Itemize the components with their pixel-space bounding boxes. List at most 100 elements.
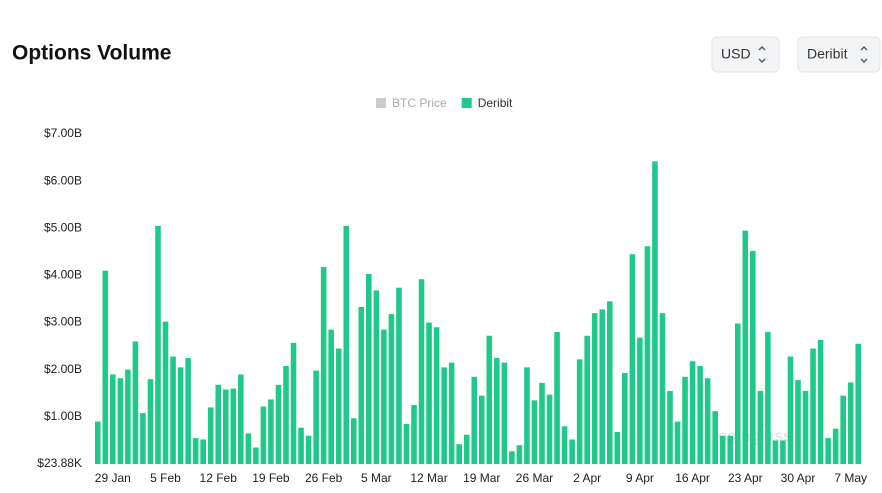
bar <box>825 438 831 464</box>
bar <box>810 348 816 464</box>
x-tick-label: 26 Mar <box>516 471 553 485</box>
x-tick-label: 12 Mar <box>410 471 447 485</box>
x-tick-label: 2 Apr <box>573 471 601 485</box>
bar <box>712 411 718 464</box>
bar <box>305 435 312 464</box>
y-tick-label: $23.88K <box>37 456 82 470</box>
bar <box>283 365 289 464</box>
bar <box>185 357 191 464</box>
x-tick-label: 30 Apr <box>781 471 816 485</box>
bar <box>637 337 643 464</box>
bar <box>516 445 523 464</box>
bar <box>599 309 606 464</box>
bar <box>132 341 139 464</box>
x-tick-label: 12 Feb <box>200 471 238 485</box>
y-tick-label: $3.00B <box>44 315 82 329</box>
bar <box>689 361 696 464</box>
bar <box>576 359 583 464</box>
x-tick-label: 29 Jan <box>95 471 131 485</box>
bar <box>546 394 553 464</box>
bar <box>253 447 259 464</box>
bar <box>847 382 854 464</box>
bar <box>494 357 500 464</box>
bar <box>667 390 673 464</box>
bar <box>147 379 154 464</box>
bar <box>238 374 244 464</box>
bar <box>471 376 478 464</box>
bar <box>561 426 568 464</box>
bar <box>426 322 432 464</box>
bar <box>373 290 380 464</box>
bar <box>629 254 636 464</box>
bar <box>832 428 839 464</box>
y-tick-label: $4.00B <box>44 268 82 282</box>
y-tick-label: $7.00B <box>44 126 82 140</box>
bar <box>207 407 214 464</box>
bar <box>441 367 447 464</box>
y-tick-label: $6.00B <box>44 173 82 187</box>
select-label: Deribit <box>807 46 848 62</box>
bar <box>501 362 508 464</box>
bar <box>170 356 176 464</box>
bar <box>388 314 395 464</box>
bar <box>614 431 621 464</box>
bar <box>554 332 560 464</box>
bar <box>290 342 297 464</box>
bar <box>350 418 357 464</box>
bar <box>734 323 741 464</box>
bar <box>335 348 342 464</box>
bar <box>260 406 267 464</box>
bar <box>463 434 470 464</box>
bar <box>606 301 613 464</box>
bar <box>780 440 786 464</box>
chart-title: Options Volume <box>12 42 171 65</box>
bar <box>366 274 372 464</box>
bar <box>456 444 462 464</box>
bar <box>486 335 493 464</box>
bar <box>652 161 658 464</box>
bar <box>719 435 726 464</box>
bar <box>298 427 304 464</box>
bar <box>704 378 711 464</box>
legend-swatch[interactable] <box>461 98 472 108</box>
bar <box>539 382 545 464</box>
select-label: USD <box>721 46 751 62</box>
bar <box>110 374 116 464</box>
bar <box>117 378 124 464</box>
legend-label[interactable]: Deribit <box>478 96 513 110</box>
bar <box>275 384 282 464</box>
bar <box>192 438 199 464</box>
bar <box>682 376 688 464</box>
bar <box>358 307 365 464</box>
x-tick-label: 16 Apr <box>675 471 710 485</box>
bar <box>313 370 319 464</box>
bar <box>817 340 824 464</box>
x-tick-label: 19 Feb <box>252 471 290 485</box>
exchange-select[interactable]: Deribit <box>797 36 881 73</box>
bar <box>697 365 703 464</box>
bar <box>795 380 801 464</box>
legend-swatch[interactable] <box>376 98 386 108</box>
bar <box>478 395 485 464</box>
bar <box>268 399 274 464</box>
bar <box>328 329 334 464</box>
bar <box>94 421 101 464</box>
y-tick-label: $1.00B <box>44 409 82 423</box>
currency-select[interactable]: USD <box>711 36 780 73</box>
bar <box>727 435 734 464</box>
bar <box>772 440 779 464</box>
legend-label[interactable]: BTC Price <box>392 96 447 110</box>
x-tick-label: 23 Apr <box>728 471 763 485</box>
bar <box>591 313 598 464</box>
y-tick-label: $2.00B <box>44 362 82 376</box>
x-tick-label: 7 May <box>834 471 867 485</box>
bar <box>757 390 764 464</box>
bar <box>742 230 749 464</box>
bar <box>411 405 417 464</box>
bar <box>155 225 161 464</box>
bar <box>200 439 206 464</box>
y-tick-label: $5.00B <box>44 220 82 234</box>
bar <box>569 439 575 464</box>
bar <box>840 395 846 464</box>
